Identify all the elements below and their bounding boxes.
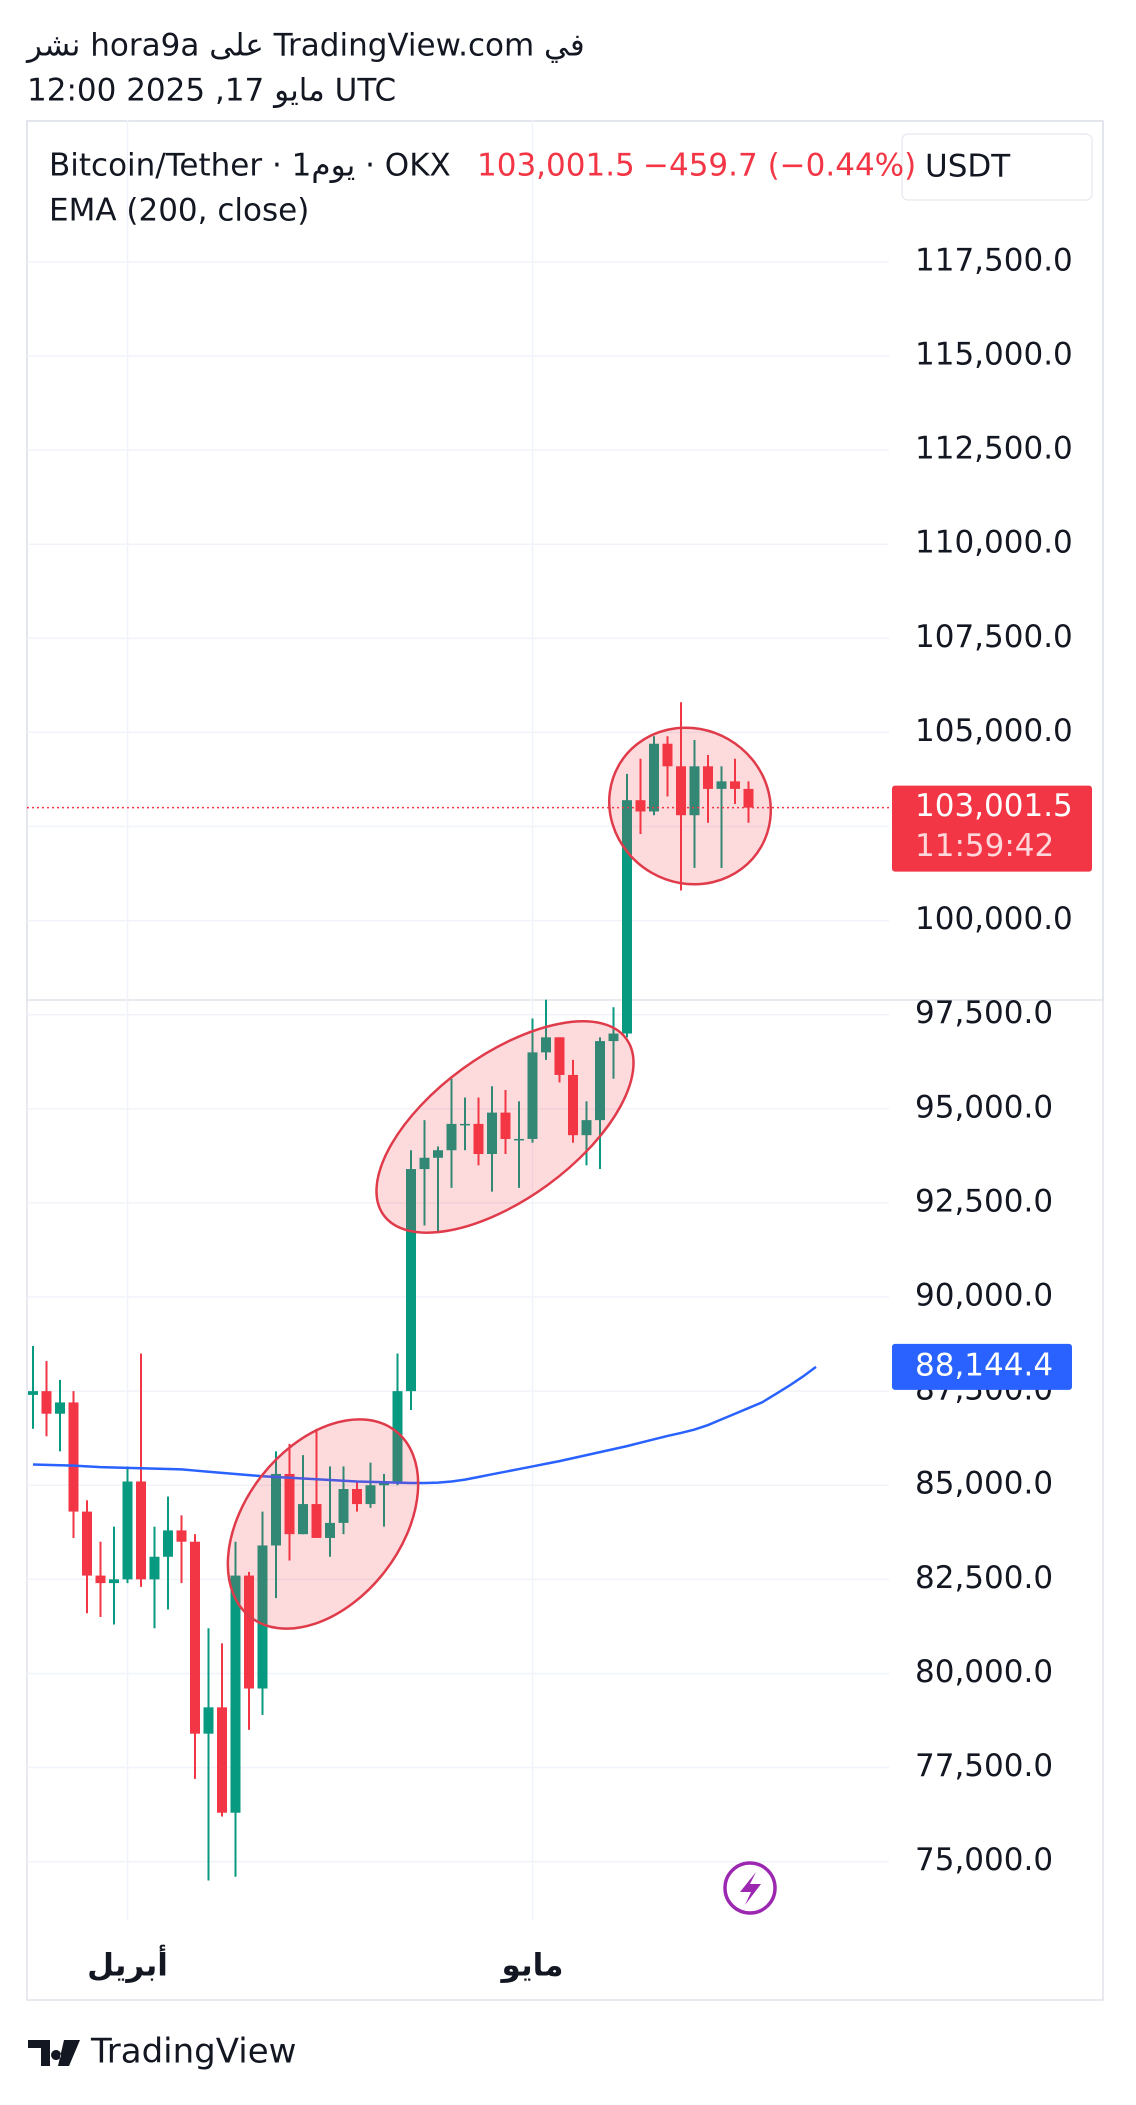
candle-body	[176, 1530, 187, 1542]
candle-body	[487, 1112, 497, 1155]
currency-label[interactable]: USDT	[925, 149, 1011, 185]
candle-body	[95, 1575, 106, 1584]
candle-body	[122, 1481, 133, 1580]
logo-mark	[28, 2040, 80, 2066]
chart-frame	[26, 120, 1104, 2001]
candle-body	[473, 1123, 484, 1155]
y-tick-label: 95,000.0	[915, 1089, 1053, 1125]
candle-body	[527, 1052, 538, 1139]
candle-body	[635, 800, 646, 812]
y-tick-label: 100,000.0	[915, 901, 1073, 937]
y-tick-label: 77,500.0	[915, 1748, 1053, 1784]
candle-body	[716, 781, 727, 789]
candle-body	[689, 766, 700, 816]
candle-body	[298, 1504, 308, 1535]
y-tick-label: 75,000.0	[915, 1842, 1053, 1878]
candle-body	[311, 1504, 322, 1538]
candle-body	[568, 1074, 578, 1136]
candle-body	[730, 781, 740, 789]
date-line: 12:00 2025 ,17 مايو UTC	[27, 73, 396, 109]
ema-badge	[892, 1343, 1072, 1390]
candle-body	[41, 1391, 52, 1414]
candle-body	[608, 1033, 619, 1042]
candle-body	[217, 1707, 227, 1813]
ema-line	[32, 1365, 817, 1485]
candle-body	[419, 1157, 430, 1170]
highlight-ellipse	[607, 726, 773, 886]
legend-change: −459.7 (−0.44%)	[643, 148, 916, 184]
y-tick-label: 92,500.0	[915, 1183, 1053, 1219]
highlights	[226, 726, 773, 1630]
candle-body	[338, 1489, 349, 1523]
candle-body	[257, 1545, 268, 1689]
candle-body	[82, 1511, 92, 1576]
y-tick-label: 115,000.0	[915, 337, 1073, 373]
currency-button[interactable]	[901, 133, 1093, 201]
candle-body	[649, 743, 659, 812]
candle-body	[284, 1473, 295, 1535]
candle-body	[149, 1556, 160, 1580]
legend-price: 103,001.5	[477, 148, 635, 184]
candle-body	[554, 1037, 565, 1075]
y-tick-label: 80,000.0	[915, 1654, 1053, 1690]
footer-brand: TradingView	[90, 2032, 296, 2072]
x-tick-label: أبريل	[87, 1945, 168, 1984]
countdown-label: 11:59:42	[915, 828, 1054, 864]
y-tick-label: 112,500.0	[915, 431, 1073, 467]
y-tick-label: 85,000.0	[915, 1466, 1053, 1502]
y-tick-label: 110,000.0	[915, 525, 1073, 561]
candle-body	[244, 1575, 254, 1689]
last-price-label: 103,001.5	[915, 788, 1073, 824]
candle-body	[203, 1707, 214, 1734]
y-tick-label: 107,500.0	[915, 619, 1073, 655]
y-tick-label: 90,000.0	[915, 1278, 1053, 1314]
candle-body	[743, 788, 754, 808]
y-tick-label: 97,500.0	[915, 995, 1053, 1031]
candle-body	[109, 1579, 119, 1584]
candle-body	[392, 1391, 403, 1482]
last-price-badge	[892, 785, 1092, 872]
highlight-ellipse	[375, 1020, 635, 1234]
lightning-circle[interactable]	[723, 1861, 777, 1915]
candle-body	[433, 1150, 443, 1158]
candle-body	[163, 1530, 173, 1557]
candle-body	[500, 1112, 511, 1139]
candle-body	[703, 766, 713, 789]
candle-body	[446, 1123, 457, 1151]
candle-body	[55, 1402, 65, 1414]
candle-body	[541, 1037, 551, 1053]
candle-body	[325, 1522, 335, 1538]
candle-body	[514, 1138, 524, 1141]
y-tick-label: 105,000.0	[915, 713, 1073, 749]
candle-body	[68, 1402, 79, 1512]
highlight-ellipse	[226, 1418, 420, 1630]
candle-body	[622, 800, 632, 1034]
candle-body	[271, 1473, 281, 1546]
candle-body	[581, 1120, 592, 1136]
y-tick-label: 82,500.0	[915, 1560, 1053, 1596]
lightning-icon[interactable]	[740, 1872, 761, 1905]
candle-body	[595, 1041, 605, 1121]
candle-body	[352, 1489, 362, 1505]
lightning-button[interactable]	[723, 1861, 777, 1915]
indicator-legend: EMA (200, close)	[49, 193, 309, 229]
y-tick-label: 117,500.0	[915, 242, 1073, 278]
ema-badge-label: 88,144.4	[915, 1347, 1053, 1383]
candle-body	[676, 766, 686, 816]
publish-line: نشر hora9a على TradingView.com في	[25, 28, 585, 64]
logo	[28, 2040, 80, 2066]
candle-body	[28, 1391, 38, 1395]
candle-body	[136, 1481, 146, 1580]
candle-body	[365, 1485, 376, 1505]
x-tick-label: مايو	[500, 1948, 564, 1984]
symbol-legend: Bitcoin/Tether · 1يوم · OKX	[49, 148, 451, 184]
candle-body	[662, 743, 673, 767]
candle-body	[406, 1169, 416, 1392]
candle-body	[230, 1575, 241, 1813]
candle-body	[190, 1541, 200, 1734]
candle-body	[460, 1123, 470, 1126]
